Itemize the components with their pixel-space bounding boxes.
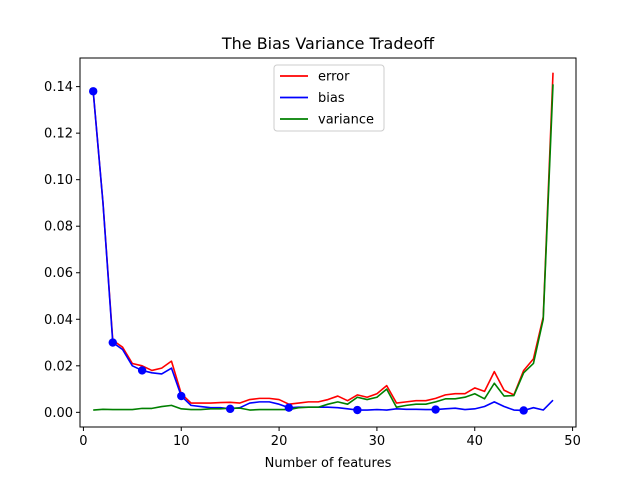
x-tick-label: 20 [271, 434, 288, 449]
chart-title: The Bias Variance Tradeoff [221, 34, 435, 53]
x-tick-label: 0 [79, 434, 87, 449]
y-tick-label: 0.12 [44, 127, 73, 142]
y-tick-label: 0.14 [44, 80, 73, 95]
axes-frame [79, 57, 577, 428]
legend-label-bias: bias [318, 91, 345, 106]
x-tick-label: 10 [173, 434, 190, 449]
series-line-error [92, 72, 554, 406]
bias-marker [353, 405, 362, 415]
bias-marker [225, 404, 235, 414]
series-line-variance [93, 84, 554, 411]
bias-marker [284, 403, 294, 412]
y-tick-label: 0.10 [44, 173, 73, 188]
bias-marker [89, 87, 98, 96]
x-axis-label: Number of features [265, 456, 392, 471]
bias-marker [108, 338, 117, 347]
y-tick-label: 0.00 [44, 406, 73, 421]
y-tick-label: 0.06 [44, 266, 73, 281]
legend-box [273, 64, 385, 132]
y-tick-label: 0.08 [44, 220, 73, 235]
bias-marker [177, 391, 186, 401]
y-tick-label: 0.02 [44, 359, 73, 374]
series-line-bias [92, 91, 554, 412]
legend-label-variance: variance [318, 113, 374, 128]
x-tick-label: 30 [369, 434, 386, 449]
bias-marker [431, 405, 440, 414]
y-tick-label: 0.04 [44, 313, 73, 328]
x-tick-label: 40 [466, 434, 483, 449]
bias-marker [137, 366, 147, 375]
plot-area: 0 10 20 30 40 50 0.00 0.02 0.04 0.06 0.08 0.10 0.12 0… [44, 57, 581, 449]
x-tick-label: 50 [564, 434, 581, 449]
legend-label-error: error [318, 70, 350, 85]
bias-marker [519, 406, 528, 415]
